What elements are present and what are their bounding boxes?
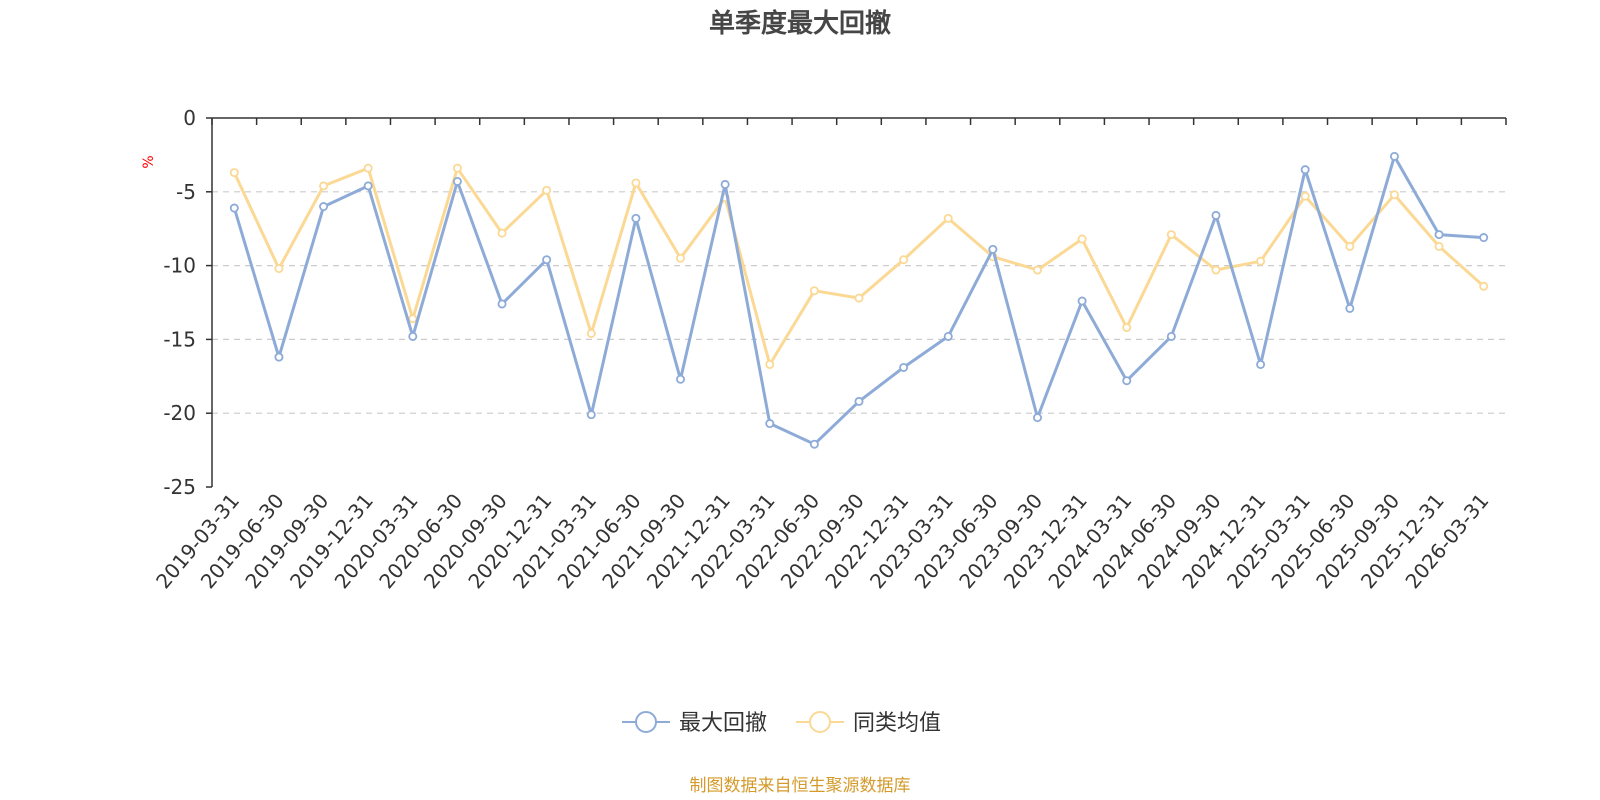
data-point (988, 244, 998, 254)
y-tick-label: 0 (183, 106, 196, 130)
data-point (1077, 234, 1087, 244)
data-point (319, 181, 329, 191)
y-axis-unit-label: % (141, 155, 157, 168)
data-point (676, 253, 686, 263)
data-point (631, 178, 641, 188)
data-point (809, 286, 819, 296)
data-point (1122, 323, 1132, 333)
data-point (363, 163, 373, 173)
data-point (899, 362, 909, 372)
data-point (229, 168, 239, 178)
legend-item-1[interactable]: 同类均值 (796, 711, 941, 736)
data-point (676, 374, 686, 384)
data-point (1211, 210, 1221, 220)
data-point (1077, 296, 1087, 306)
data-point (497, 228, 507, 238)
data-point (1389, 151, 1399, 161)
data-point (497, 299, 507, 309)
data-point (765, 359, 775, 369)
y-tick-label: -15 (163, 327, 196, 351)
data-point (809, 439, 819, 449)
legend-label: 最大回撤 (679, 711, 767, 736)
data-point (854, 396, 864, 406)
data-point (408, 331, 418, 341)
y-tick-label: -10 (163, 254, 196, 278)
y-tick-label: -20 (163, 401, 196, 425)
legend[interactable]: 最大回撤 同类均值 (622, 711, 941, 736)
data-point (631, 213, 641, 223)
data-point (363, 181, 373, 191)
data-point (1032, 265, 1042, 275)
data-point (274, 264, 284, 274)
data-point (542, 255, 552, 265)
data-point (943, 331, 953, 341)
data-point (1032, 413, 1042, 423)
y-tick-labels: 0 -5 -10 -15 -20 -25 (163, 106, 196, 499)
data-point (1256, 256, 1266, 266)
grid-lines (212, 191, 1506, 414)
data-point (586, 410, 596, 420)
data-point (1389, 190, 1399, 200)
data-point (452, 176, 462, 186)
data-point (1300, 165, 1310, 175)
data-point (1434, 230, 1444, 240)
data-point (542, 185, 552, 195)
data-point (1122, 376, 1132, 386)
data-point (943, 213, 953, 223)
data-point (1345, 303, 1355, 313)
data-point (408, 314, 418, 324)
data-point (765, 419, 775, 429)
data-point (1345, 241, 1355, 251)
data-point (1256, 359, 1266, 369)
legend-marker-icon (809, 711, 831, 733)
data-point (899, 255, 909, 265)
data-point (319, 202, 329, 212)
data-point (1166, 230, 1176, 240)
y-tick-label: -25 (163, 475, 196, 499)
data-point (274, 352, 284, 362)
legend-marker-icon (635, 711, 657, 733)
y-tick-label: -5 (176, 180, 196, 204)
data-source-note: 制图数据来自恒生聚源数据库 (690, 776, 911, 796)
data-point (229, 203, 239, 213)
chart-title: 单季度最大回撤 (709, 8, 891, 39)
data-point (1211, 265, 1221, 275)
x-tick-labels: 2019-03-312019-06-302019-09-302019-12-31… (151, 489, 1493, 593)
series-line-1 (232, 166, 1485, 366)
data-point (854, 293, 864, 303)
data-point (586, 328, 596, 338)
series (229, 151, 1489, 449)
data-point (720, 179, 730, 189)
axes (206, 117, 1507, 488)
data-point (452, 163, 462, 173)
legend-label: 同类均值 (853, 711, 941, 736)
data-point (1479, 281, 1489, 291)
data-point (1434, 241, 1444, 251)
data-point (1166, 331, 1176, 341)
data-point (1479, 233, 1489, 243)
data-point (1300, 191, 1310, 201)
legend-item-0[interactable]: 最大回撤 (622, 711, 767, 736)
